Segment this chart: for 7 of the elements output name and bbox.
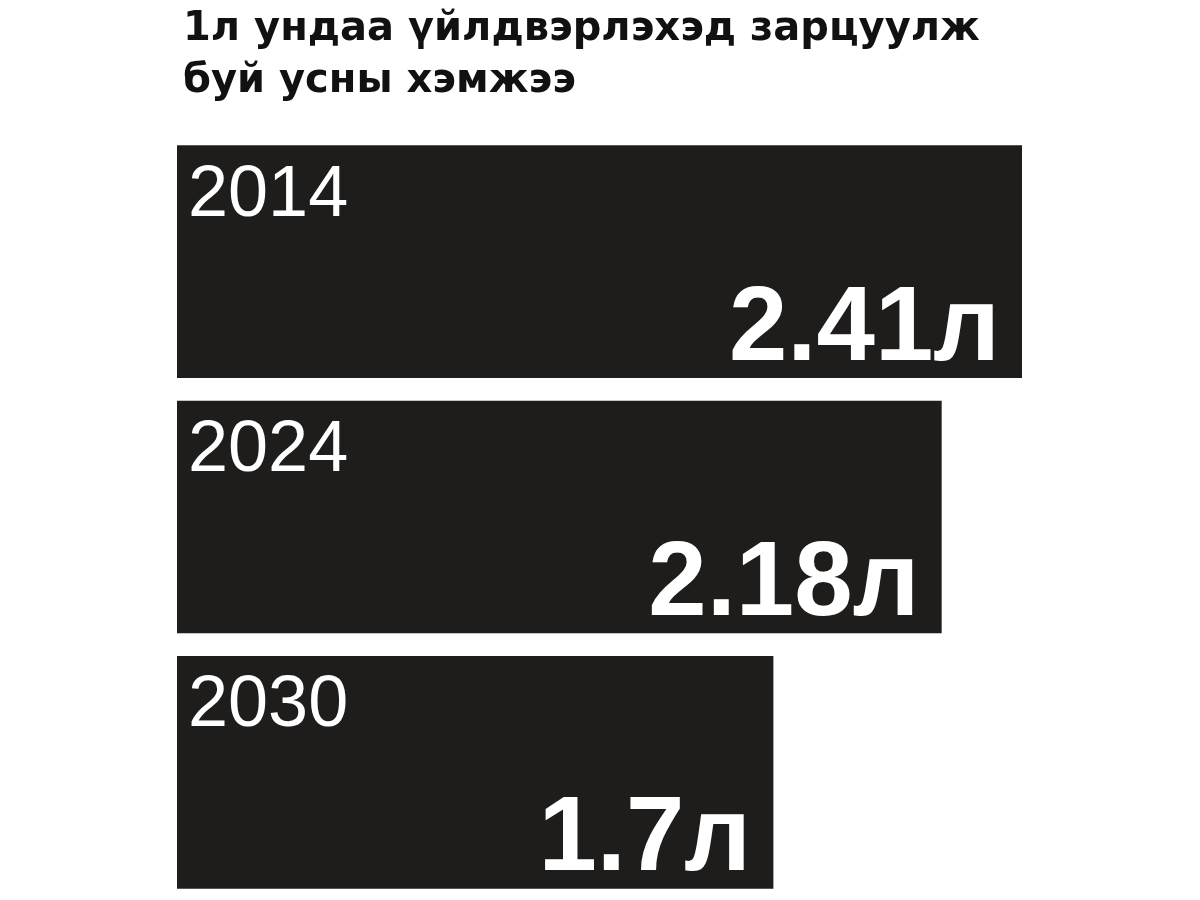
data-label: 1.7л — [538, 775, 752, 893]
chart-title: 1л ундаа үйлдвэрлэхэд зарцуулж буй усны хэмжээ — [183, 2, 981, 103]
data-label: 2.18л — [648, 520, 920, 637]
data-label: 2.41л — [728, 264, 1000, 382]
y-tick-label: 2014 — [188, 150, 349, 231]
y-tick-label: 2024 — [188, 406, 349, 486]
y-tick-label: 2030 — [188, 661, 349, 742]
